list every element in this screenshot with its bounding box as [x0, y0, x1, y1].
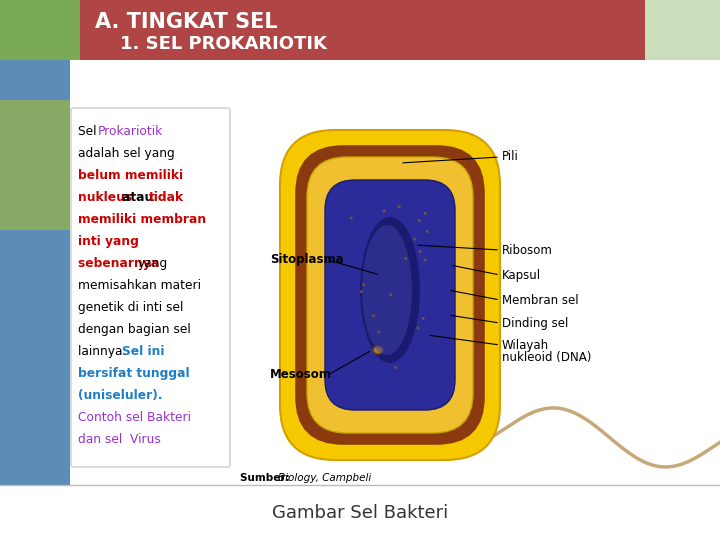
Text: 1. SEL PROKARIOTIK: 1. SEL PROKARIOTIK	[95, 35, 327, 53]
Text: yang: yang	[138, 257, 168, 270]
Text: adalah sel yang: adalah sel yang	[78, 147, 175, 160]
Text: sebenarnya: sebenarnya	[78, 257, 163, 270]
Ellipse shape	[422, 317, 425, 320]
FancyBboxPatch shape	[307, 157, 473, 433]
Ellipse shape	[418, 219, 421, 222]
Text: inti yang: inti yang	[78, 235, 139, 248]
Ellipse shape	[360, 217, 420, 363]
Text: A. TINGKAT SEL: A. TINGKAT SEL	[95, 12, 278, 32]
Ellipse shape	[397, 205, 401, 208]
Ellipse shape	[426, 230, 428, 233]
Ellipse shape	[413, 238, 416, 241]
Text: nukleus: nukleus	[78, 191, 136, 204]
Text: bersifat tunggal: bersifat tunggal	[78, 367, 189, 380]
Text: nukleoid (DNA): nukleoid (DNA)	[502, 350, 591, 363]
Text: dengan bagian sel: dengan bagian sel	[78, 323, 191, 336]
Text: Wilayah: Wilayah	[502, 339, 549, 352]
Text: atau: atau	[122, 191, 157, 204]
Text: Dinding sel: Dinding sel	[502, 316, 568, 329]
Bar	[645, 0, 720, 60]
Text: (uniseluler).: (uniseluler).	[78, 389, 163, 402]
Ellipse shape	[423, 258, 426, 261]
FancyBboxPatch shape	[280, 130, 500, 460]
Text: lainnya.: lainnya.	[78, 345, 130, 358]
FancyBboxPatch shape	[325, 180, 455, 410]
FancyBboxPatch shape	[71, 108, 230, 467]
Ellipse shape	[373, 346, 383, 354]
Text: Prokariotik: Prokariotik	[97, 125, 163, 138]
Text: Contoh sel Bakteri: Contoh sel Bakteri	[78, 411, 191, 424]
Ellipse shape	[419, 250, 422, 253]
Text: Kapsul: Kapsul	[502, 268, 541, 281]
Text: tidak: tidak	[149, 191, 184, 204]
Text: Sel ini: Sel ini	[122, 345, 164, 358]
Text: Membran sel: Membran sel	[502, 294, 579, 307]
Text: memisahkan materi: memisahkan materi	[78, 279, 201, 292]
FancyBboxPatch shape	[298, 148, 482, 442]
Bar	[0, 0, 80, 60]
Ellipse shape	[377, 330, 380, 334]
Text: Sitoplasma: Sitoplasma	[270, 253, 343, 267]
Text: Sumber:: Sumber:	[240, 473, 293, 483]
Ellipse shape	[383, 210, 386, 213]
Bar	[0, 0, 720, 60]
Ellipse shape	[390, 293, 392, 296]
Text: Pili: Pili	[502, 151, 519, 164]
Bar	[0, 100, 70, 230]
Text: Ribosom: Ribosom	[502, 244, 553, 256]
Text: Gambar Sel Bakteri: Gambar Sel Bakteri	[272, 504, 448, 522]
Text: Biology, Campbeli: Biology, Campbeli	[278, 473, 372, 483]
Ellipse shape	[362, 284, 365, 286]
Ellipse shape	[394, 366, 397, 369]
Text: belum memiliki: belum memiliki	[78, 169, 183, 182]
Ellipse shape	[360, 290, 363, 293]
Ellipse shape	[372, 314, 375, 317]
Ellipse shape	[350, 217, 353, 219]
Text: dan sel  Virus: dan sel Virus	[78, 433, 161, 446]
Ellipse shape	[417, 327, 420, 329]
Ellipse shape	[362, 225, 412, 355]
Ellipse shape	[404, 257, 408, 260]
Text: Mesosom: Mesosom	[270, 368, 332, 381]
Text: memiliki membran: memiliki membran	[78, 213, 206, 226]
Bar	[0, 60, 70, 485]
Ellipse shape	[424, 212, 427, 215]
Text: Sel: Sel	[78, 125, 100, 138]
Text: genetik di inti sel: genetik di inti sel	[78, 301, 184, 314]
